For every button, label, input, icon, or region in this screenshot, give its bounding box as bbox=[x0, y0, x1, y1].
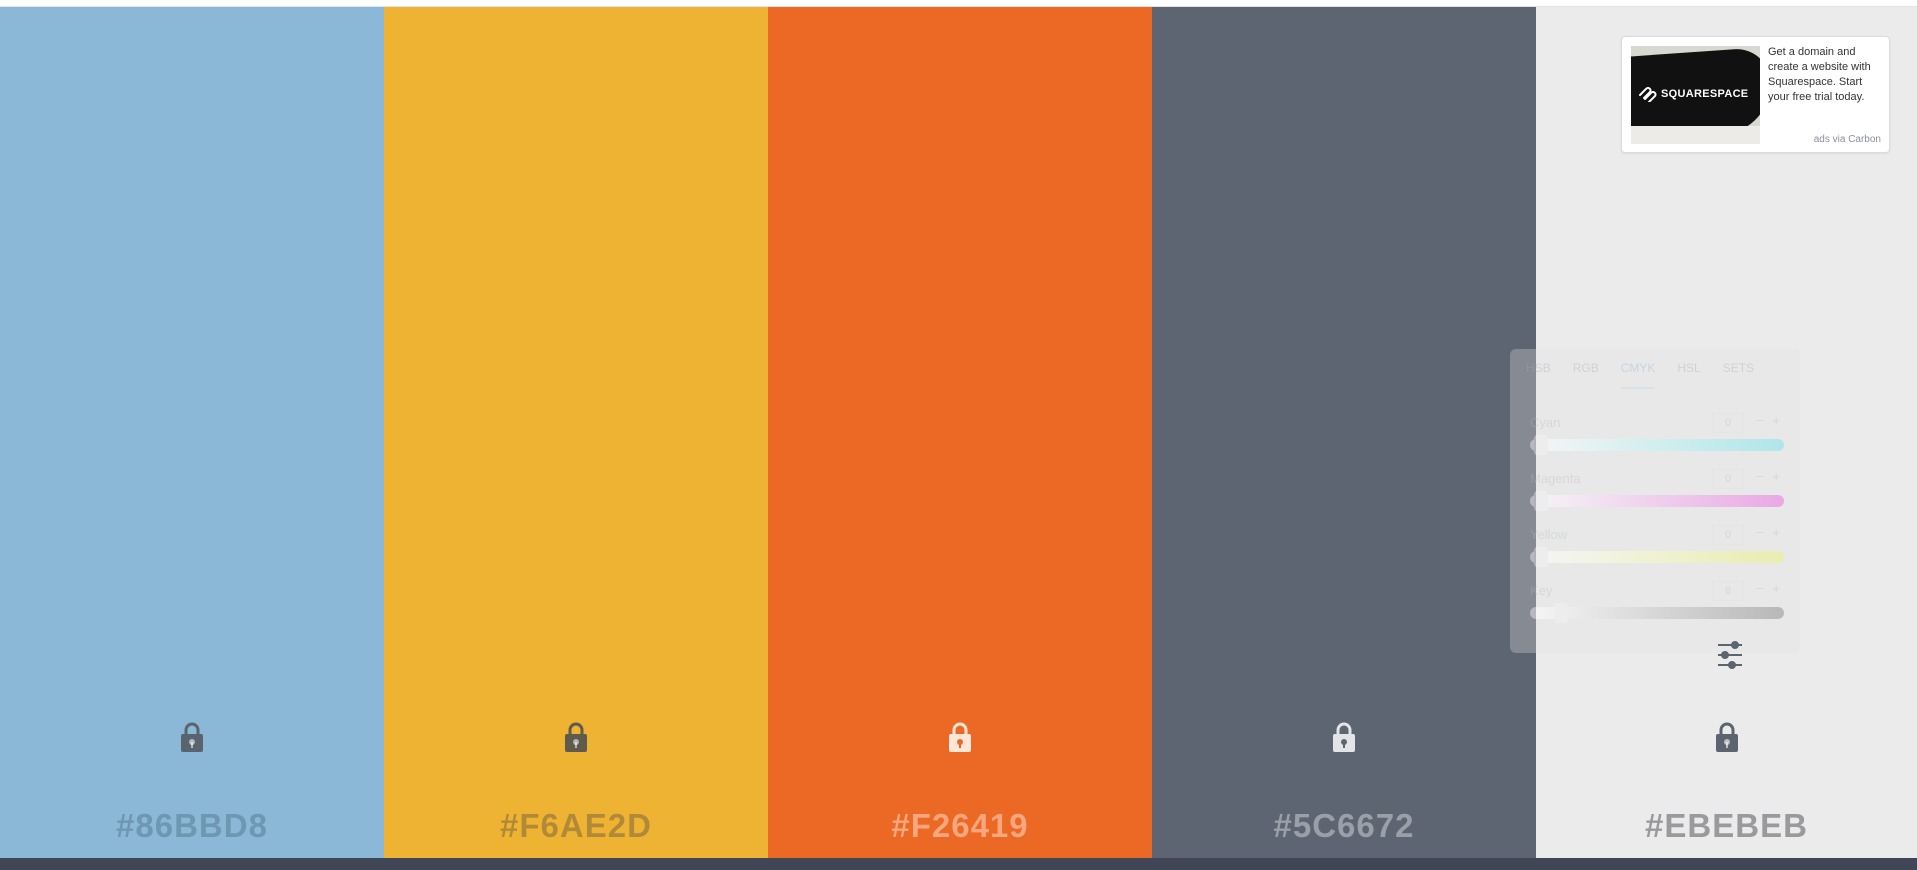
top-bar bbox=[0, 0, 1917, 7]
yellow-slider[interactable] bbox=[1530, 551, 1784, 563]
lock-icon[interactable] bbox=[563, 721, 589, 753]
key-value-input[interactable]: 8 bbox=[1712, 581, 1744, 601]
lock-icon[interactable] bbox=[1331, 721, 1357, 753]
sole-shape bbox=[1631, 126, 1760, 144]
squarespace-logo-icon bbox=[1639, 87, 1657, 102]
swatch-3[interactable]: #F26419 bbox=[768, 7, 1152, 858]
ad-text[interactable]: Get a domain and create a website with S… bbox=[1768, 46, 1871, 103]
key-decrement-button[interactable]: − bbox=[1756, 581, 1764, 596]
yellow-label: Yellow bbox=[1530, 527, 1568, 542]
yellow-slider-handle[interactable] bbox=[1534, 547, 1548, 567]
ad-image[interactable]: SQUARESPACE bbox=[1631, 46, 1760, 144]
key-increment-button[interactable]: + bbox=[1772, 581, 1780, 596]
cyan-slider[interactable] bbox=[1530, 439, 1784, 451]
yellow-value-input[interactable]: 0 bbox=[1712, 525, 1744, 545]
lock-icon[interactable] bbox=[179, 721, 205, 753]
sliders-icon[interactable] bbox=[1715, 640, 1745, 670]
tab-hsb[interactable]: HSB bbox=[1526, 361, 1551, 375]
magenta-label: Magenta bbox=[1530, 471, 1581, 486]
cyan-increment-button[interactable]: + bbox=[1772, 413, 1780, 428]
magenta-slider-handle[interactable] bbox=[1534, 491, 1548, 511]
key-control: Key 8 − + bbox=[1530, 581, 1784, 627]
tab-rgb[interactable]: RGB bbox=[1572, 361, 1599, 375]
tab-cmyk[interactable]: CMYK bbox=[1620, 361, 1656, 389]
hex-code[interactable]: #F26419 bbox=[891, 807, 1029, 844]
cyan-value-input[interactable]: 0 bbox=[1712, 413, 1744, 433]
bottom-bar bbox=[0, 858, 1917, 870]
lock-icon[interactable] bbox=[947, 721, 973, 753]
yellow-decrement-button[interactable]: − bbox=[1756, 525, 1764, 540]
hex-code[interactable]: #F6AE2D bbox=[500, 807, 652, 844]
swatch-2[interactable]: #F6AE2D bbox=[384, 7, 768, 858]
yellow-control: Yellow 0 − + bbox=[1530, 525, 1784, 571]
picker-tabs: HSB RGB CMYK HSL SETS bbox=[1526, 361, 1784, 389]
cyan-decrement-button[interactable]: − bbox=[1756, 413, 1764, 428]
color-picker-panel: HSB RGB CMYK HSL SETS Cyan 0 − + Magenta… bbox=[1510, 349, 1800, 653]
cyan-control: Cyan 0 − + bbox=[1530, 413, 1784, 459]
hex-code[interactable]: #86BBD8 bbox=[116, 807, 268, 844]
tab-hsl[interactable]: HSL bbox=[1677, 361, 1701, 375]
cyan-label: Cyan bbox=[1530, 415, 1561, 430]
cyan-slider-handle[interactable] bbox=[1534, 435, 1548, 455]
ad-via-link[interactable]: ads via Carbon bbox=[1813, 134, 1881, 145]
squarespace-logo: SQUARESPACE bbox=[1637, 86, 1748, 102]
carbon-ad[interactable]: SQUARESPACE Get a domain and create a we… bbox=[1621, 36, 1890, 153]
yellow-increment-button[interactable]: + bbox=[1772, 525, 1780, 540]
magenta-decrement-button[interactable]: − bbox=[1756, 469, 1764, 484]
swatch-4[interactable]: #5C6672 bbox=[1152, 7, 1536, 858]
key-label: Key bbox=[1530, 583, 1553, 598]
magenta-slider[interactable] bbox=[1530, 495, 1784, 507]
key-slider-handle[interactable] bbox=[1554, 603, 1568, 623]
logo-wordmark: SQUARESPACE bbox=[1661, 88, 1749, 100]
hex-code[interactable]: #5C6672 bbox=[1273, 807, 1415, 844]
lock-icon[interactable] bbox=[1714, 721, 1740, 753]
hex-code[interactable]: #EBEBEB bbox=[1645, 807, 1808, 844]
tab-sets[interactable]: SETS bbox=[1722, 361, 1755, 375]
magenta-increment-button[interactable]: + bbox=[1772, 469, 1780, 484]
swatch-1[interactable]: #86BBD8 bbox=[0, 7, 384, 858]
magenta-control: Magenta 0 − + bbox=[1530, 469, 1784, 515]
key-slider[interactable] bbox=[1530, 607, 1784, 619]
magenta-value-input[interactable]: 0 bbox=[1712, 469, 1744, 489]
